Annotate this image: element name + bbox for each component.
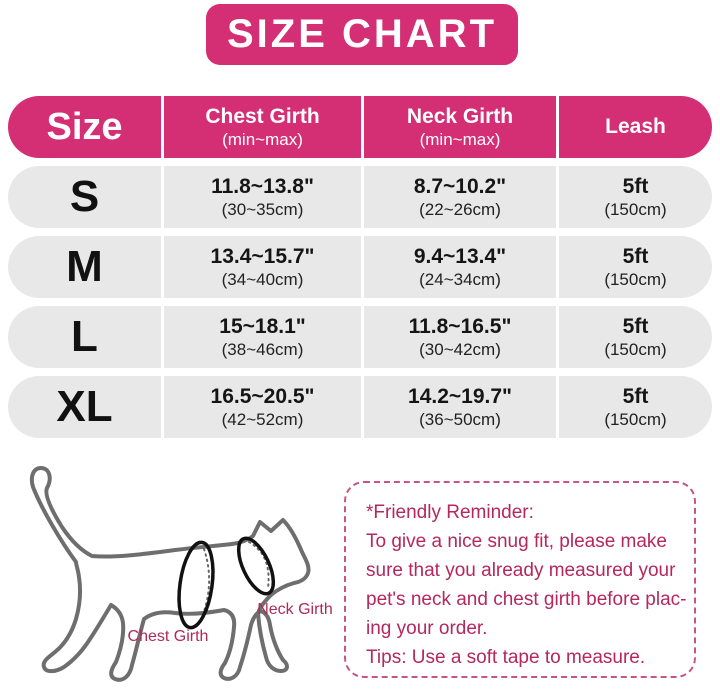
chest-inches: 16.5~20.5" <box>210 385 315 409</box>
chest-inches: 15~18.1" <box>219 315 306 339</box>
size-cell: XL <box>8 376 161 438</box>
chest-inches: 13.4~15.7" <box>210 245 315 269</box>
chest-girth-ellipse <box>177 540 215 630</box>
chest-cm: (42~52cm) <box>221 409 304 429</box>
neck-cell: 14.2~19.7" (36~50cm) <box>364 376 556 438</box>
chest-inches: 11.8~13.8" <box>211 175 314 199</box>
table-row-s: S 11.8~13.8" (30~35cm) 8.7~10.2" (22~26c… <box>8 166 712 228</box>
chest-cell: 11.8~13.8" (30~35cm) <box>164 166 361 228</box>
size-cell: M <box>8 236 161 298</box>
header-leash-label: Leash <box>605 115 666 139</box>
neck-cell: 8.7~10.2" (22~26cm) <box>364 166 556 228</box>
leash-cm: (150cm) <box>604 339 667 359</box>
leash-cm: (150cm) <box>604 409 667 429</box>
chest-cell: 16.5~20.5" (42~52cm) <box>164 376 361 438</box>
chest-cell: 15~18.1" (38~46cm) <box>164 306 361 368</box>
leash-cell: 5ft (150cm) <box>559 166 712 228</box>
neck-inches: 14.2~19.7" <box>408 385 512 409</box>
header-cell-size: Size <box>8 96 161 158</box>
neck-cm: (36~50cm) <box>419 409 501 429</box>
chest-cell: 13.4~15.7" (34~40cm) <box>164 236 361 298</box>
size-value: L <box>71 312 98 362</box>
size-value: XL <box>56 382 113 432</box>
reminder-line: pet's neck and chest girth before plac- <box>366 589 687 610</box>
size-cell: L <box>8 306 161 368</box>
neck-cell: 11.8~16.5" (30~42cm) <box>364 306 556 368</box>
table-row-m: M 13.4~15.7" (34~40cm) 9.4~13.4" (24~34c… <box>8 236 712 298</box>
leash-cm: (150cm) <box>604 269 667 289</box>
cat-measurement-diagram <box>0 455 350 689</box>
chest-girth-label: Chest Girth <box>127 628 209 645</box>
neck-inches: 9.4~13.4" <box>413 245 507 269</box>
chest-cm: (38~46cm) <box>221 339 304 359</box>
page-title: SIZE CHART <box>206 4 518 65</box>
leash-length: 5ft <box>622 175 649 199</box>
reminder-line: ing your order. <box>366 618 488 639</box>
page-title-text: SIZE CHART <box>227 12 497 56</box>
table-row-xl: XL 16.5~20.5" (42~52cm) 14.2~19.7" (36~5… <box>8 376 712 438</box>
reminder-line: To give a nice snug fit, please make <box>366 531 668 552</box>
neck-girth-label: Neck Girth <box>257 601 333 618</box>
chest-cm: (34~40cm) <box>221 269 304 289</box>
header-chest-label: Chest Girth <box>205 105 320 129</box>
table-row-l: L 15~18.1" (38~46cm) 11.8~16.5" (30~42cm… <box>8 306 712 368</box>
header-cell-leash: Leash <box>559 96 712 158</box>
neck-cm: (30~42cm) <box>419 339 501 359</box>
leash-length: 5ft <box>622 245 649 269</box>
header-neck-label: Neck Girth <box>406 105 514 129</box>
header-size-label: Size <box>46 105 123 148</box>
leash-cm: (150cm) <box>604 199 667 219</box>
leash-cell: 5ft (150cm) <box>559 376 712 438</box>
size-value: S <box>69 172 100 222</box>
neck-girth-ellipse <box>236 536 276 596</box>
header-cell-neck: Neck Girth (min~max) <box>364 96 556 158</box>
leash-length: 5ft <box>622 315 649 339</box>
friendly-reminder-box: *Friendly Reminder: To give a nice snug … <box>344 481 696 678</box>
reminder-line: *Friendly Reminder: <box>366 502 534 523</box>
leash-cell: 5ft (150cm) <box>559 306 712 368</box>
neck-inches: 11.8~16.5" <box>408 315 512 339</box>
neck-cm: (24~34cm) <box>419 269 501 289</box>
neck-inches: 8.7~10.2" <box>413 175 507 199</box>
leash-cell: 5ft (150cm) <box>559 236 712 298</box>
reminder-line: Tips: Use a soft tape to measure. <box>366 647 646 668</box>
header-cell-chest: Chest Girth (min~max) <box>164 96 361 158</box>
chest-cm: (30~35cm) <box>221 199 304 219</box>
header-chest-sub: (min~max) <box>222 129 303 149</box>
neck-cell: 9.4~13.4" (24~34cm) <box>364 236 556 298</box>
neck-cm: (22~26cm) <box>419 199 501 219</box>
header-neck-sub: (min~max) <box>419 129 501 149</box>
size-chart-table: Size Chest Girth (min~max) Neck Girth (m… <box>8 96 712 446</box>
cat-outline-illustration <box>29 466 311 682</box>
size-cell: S <box>8 166 161 228</box>
leash-length: 5ft <box>622 385 649 409</box>
table-header-row: Size Chest Girth (min~max) Neck Girth (m… <box>8 96 712 158</box>
reminder-line: sure that you already measured your <box>366 560 676 581</box>
size-value: M <box>66 242 103 292</box>
cat-body-path <box>29 466 311 682</box>
